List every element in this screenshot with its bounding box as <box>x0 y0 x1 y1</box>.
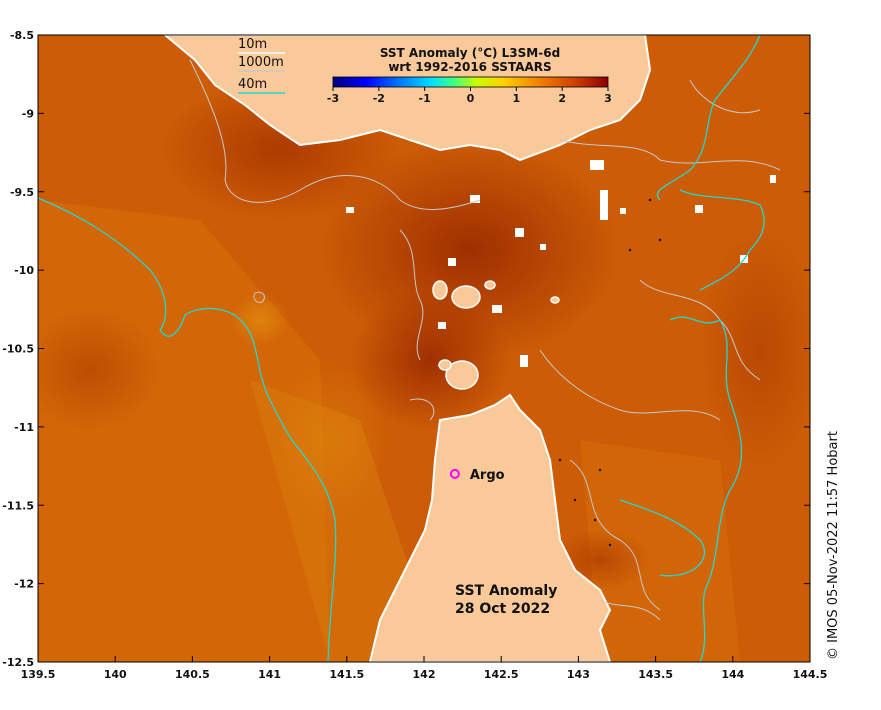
colorbar-tick-label: 1 <box>513 92 521 105</box>
x-tick-label: 140.5 <box>175 668 210 681</box>
x-tick-label: 141 <box>258 668 281 681</box>
land-cape-york <box>368 393 612 662</box>
colorbar-ticks: -3 -2 -1 0 1 2 3 <box>327 87 612 105</box>
x-tick-label: 143.5 <box>638 668 673 681</box>
depth-legend: 10m 1000m 40m <box>238 37 285 94</box>
x-tick-label: 142.5 <box>484 668 519 681</box>
colorbar-tick-label: 2 <box>558 92 566 105</box>
x-tick-label: 144 <box>721 668 744 681</box>
y-tick-label: -9.5 <box>10 186 34 199</box>
y-tick-label: -12.5 <box>2 656 34 669</box>
y-tick-label: -10.5 <box>2 343 34 356</box>
sst-field <box>38 35 810 662</box>
colorbar-gradient <box>332 76 609 88</box>
islands <box>432 280 560 390</box>
x-tick-label: 141.5 <box>329 668 364 681</box>
land-papua-new-guinea <box>163 35 652 162</box>
colorbar: SST Anomaly (°C) L3SM-6d wrt 1992-2016 S… <box>327 46 612 105</box>
credit-text: © IMOS 05-Nov-2022 11:57 Hobart <box>826 431 841 660</box>
colorbar-title-line2: wrt 1992-2016 SSTAARS <box>388 60 551 74</box>
contours-40m <box>38 35 765 662</box>
y-tick-label: -10 <box>14 264 34 277</box>
y-tick-label: -8.5 <box>10 29 34 42</box>
x-tick-label: 144.5 <box>793 668 828 681</box>
x-tick-label: 140 <box>104 668 127 681</box>
y-axis: -8.5-9-9.5-10-10.5-11-11.5-12-12.5 <box>2 29 810 669</box>
annotation-title: SST Anomaly <box>455 583 557 599</box>
y-tick-label: -11.5 <box>2 499 34 512</box>
colorbar-tick-label: -1 <box>419 92 431 105</box>
y-tick-label: -11 <box>14 421 34 434</box>
colorbar-tick-label: -2 <box>373 92 385 105</box>
colorbar-tick-label: 3 <box>604 92 612 105</box>
legend-40m-label: 40m <box>238 77 267 92</box>
contours-1000m <box>189 59 781 621</box>
x-tick-label: 142 <box>413 668 436 681</box>
argo-marker: Argo <box>449 468 505 483</box>
legend-1000m-label: 1000m <box>238 55 284 70</box>
annotation-date: 28 Oct 2022 <box>455 601 550 617</box>
reef-markers <box>558 198 662 547</box>
no-data-patches <box>346 160 776 367</box>
argo-label: Argo <box>470 468 505 483</box>
argo-float-icon <box>449 468 460 479</box>
legend-10m-label: 10m <box>238 37 267 52</box>
colorbar-tick-label: -3 <box>327 92 339 105</box>
y-tick-label: -9 <box>22 107 34 120</box>
x-axis: 139.5 140 140.5 141 141.5 142 142.5 143 143.5 144… <box>21 656 828 681</box>
colorbar-title-line1: SST Anomaly (°C) L3SM-6d <box>380 46 560 60</box>
x-tick-label: 139.5 <box>21 668 56 681</box>
y-tick-label: -12 <box>14 578 34 591</box>
colorbar-tick-label: 0 <box>467 92 475 105</box>
x-tick-label: 143 <box>567 668 590 681</box>
